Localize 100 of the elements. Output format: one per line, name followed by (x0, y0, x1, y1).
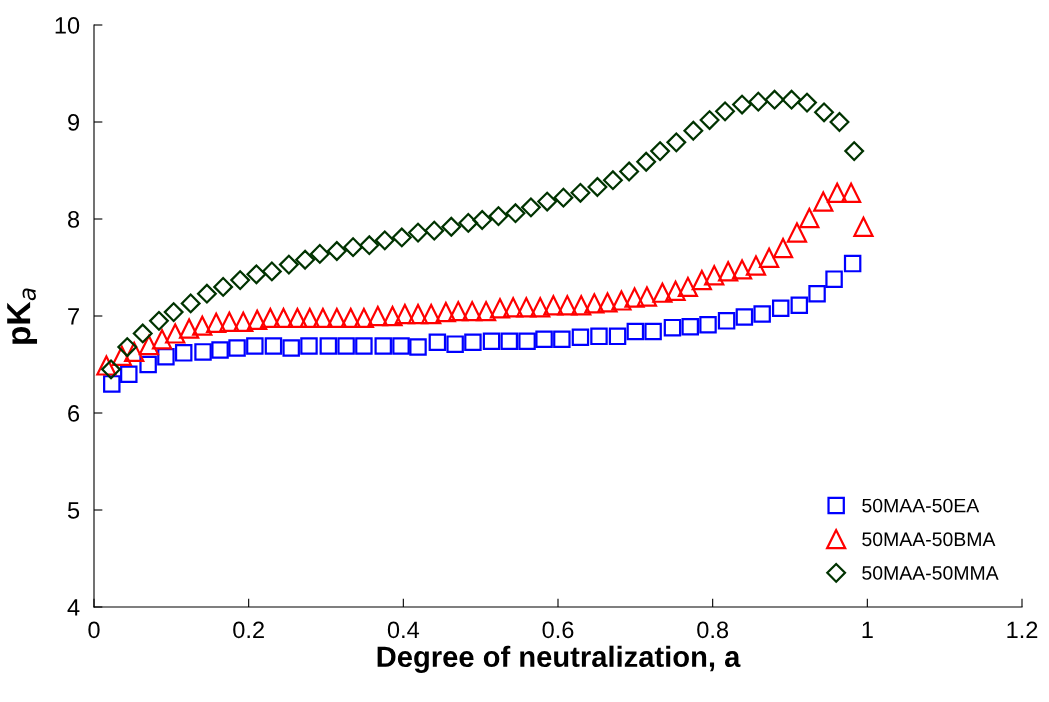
point (590, 327, 608, 346)
point (120, 365, 138, 383)
point (462, 301, 483, 322)
point (665, 280, 686, 301)
point (636, 286, 658, 307)
point (814, 102, 834, 123)
point (553, 330, 571, 349)
point (844, 141, 865, 162)
y-tick-label: 8 (68, 211, 80, 228)
y-tick-label: 6 (68, 405, 80, 422)
point (374, 337, 392, 355)
x-tick-label: 0.6 (542, 621, 574, 639)
point (435, 301, 456, 323)
point (781, 89, 802, 110)
point (482, 332, 501, 350)
point (261, 261, 282, 282)
point (233, 311, 254, 332)
point (571, 295, 592, 316)
point (753, 305, 771, 323)
point (829, 112, 850, 132)
point (391, 227, 412, 248)
point (392, 337, 410, 355)
point (343, 237, 364, 258)
point (758, 247, 780, 268)
point (163, 302, 184, 323)
point (704, 265, 725, 286)
point (570, 182, 591, 203)
point (228, 339, 246, 357)
point (500, 332, 519, 350)
point (516, 297, 537, 318)
point (247, 309, 268, 331)
point (213, 276, 234, 297)
point (117, 337, 138, 357)
point (428, 333, 447, 351)
point (677, 276, 699, 298)
y-tick-label: 9 (68, 114, 79, 131)
point (853, 216, 874, 237)
point (407, 303, 429, 325)
point (557, 295, 578, 316)
point (717, 312, 736, 330)
point (101, 359, 121, 380)
point (206, 312, 227, 333)
point (619, 161, 640, 182)
point (382, 305, 403, 327)
point (764, 89, 785, 110)
point (472, 210, 493, 230)
point (194, 343, 212, 361)
point (111, 345, 132, 366)
point (367, 305, 388, 327)
point (132, 323, 153, 344)
point (553, 187, 574, 208)
point (735, 308, 754, 326)
point (608, 327, 627, 346)
point (797, 92, 817, 113)
y-tick-label: 4 (67, 599, 80, 616)
point (264, 337, 283, 355)
point (503, 297, 524, 318)
point (446, 335, 464, 353)
point (312, 307, 334, 329)
point (644, 322, 662, 341)
point (748, 91, 769, 112)
x-tick-label: 0 (88, 621, 100, 639)
point (282, 339, 300, 357)
point (699, 110, 720, 131)
point (178, 318, 200, 339)
point (587, 177, 608, 197)
point (520, 197, 541, 218)
point (278, 254, 299, 275)
point (636, 151, 657, 172)
y-tick-label: 5 (67, 502, 80, 519)
point (745, 255, 767, 276)
x-tick-label: 0.2 (233, 621, 264, 639)
point (246, 264, 267, 285)
x-tick-label: 1 (862, 621, 873, 638)
y-tick-label: 10 (55, 17, 80, 34)
point (537, 191, 558, 212)
point (326, 307, 347, 329)
point (790, 296, 809, 315)
point (260, 307, 281, 329)
point (718, 261, 739, 282)
point (843, 254, 862, 273)
point (652, 282, 673, 303)
x-tick-label: 1.2 (1007, 621, 1038, 638)
point (808, 284, 826, 303)
point (458, 212, 479, 233)
point (772, 237, 794, 259)
point (424, 220, 445, 241)
point (813, 191, 834, 212)
point (151, 329, 173, 350)
x-axis-title: Degree of neutralization, a (377, 645, 741, 673)
point (597, 292, 618, 313)
point (518, 332, 536, 350)
point (408, 222, 428, 243)
point (731, 259, 753, 280)
point (180, 293, 201, 314)
point (464, 333, 482, 351)
point (825, 270, 843, 288)
point (624, 287, 645, 308)
point (543, 295, 564, 316)
point (309, 243, 330, 264)
